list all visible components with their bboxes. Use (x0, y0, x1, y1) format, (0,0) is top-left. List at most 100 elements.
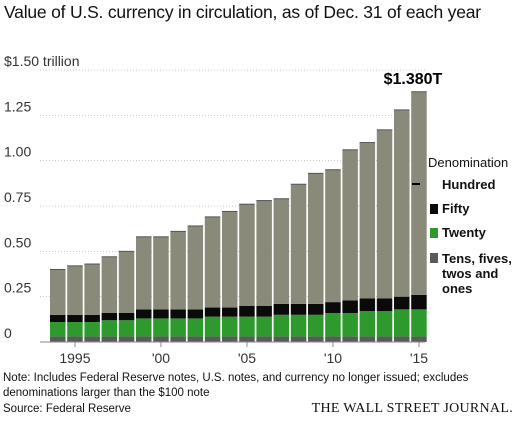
bar-segment-hundred (308, 173, 324, 304)
bar-segment-fifty (308, 303, 324, 315)
x-tick-label: 1995 (59, 350, 90, 366)
bar-segment-hundred (394, 109, 410, 297)
bar-segment-twenty (411, 309, 427, 337)
bar-segment-twenty (118, 320, 135, 337)
bar-segment-hundred (222, 211, 238, 308)
bar-segment-fifty (67, 314, 83, 323)
bar-segment-fifty (359, 298, 376, 312)
bar-segment-tens-fives-twos-and-ones (204, 336, 221, 342)
bar-segment-tens-fives-twos-and-ones (170, 336, 186, 342)
legend: Denomination Hundred Fifty Twenty Tens, five… (412, 155, 512, 296)
bar-segment-twenty (308, 314, 324, 337)
legend-label-fifty: Fifty (442, 201, 470, 216)
x-tick-label: '15 (410, 350, 428, 366)
bar-segment-twenty (101, 320, 118, 337)
bar-segment-fifty (84, 314, 100, 323)
bar-segment-twenty (342, 312, 358, 337)
legend-label-twenty: Twenty (442, 225, 487, 240)
bar-segment-fifty (325, 302, 341, 313)
bar-segment-hundred (376, 129, 393, 299)
bar-segment-tens-fives-twos-and-ones (67, 336, 83, 342)
bar-segment-twenty (136, 318, 152, 337)
bar-segment-hundred (239, 204, 255, 306)
legend-label-small-denominations: Tens, fives, twos and ones (442, 251, 512, 296)
bar-segment-fifty (239, 305, 255, 317)
bar-segment-fifty (153, 309, 169, 319)
bar-segment-hundred (290, 184, 307, 304)
bar-segment-tens-fives-twos-and-ones (222, 336, 238, 342)
bar-segment-twenty (359, 311, 376, 337)
bar-segment-hundred (67, 265, 83, 315)
bar-segment-hundred (411, 91, 427, 295)
bar-segment-hundred (325, 169, 341, 303)
bar-segment-hundred (153, 236, 169, 310)
bar-segment-tens-fives-twos-and-ones (187, 336, 204, 342)
x-tick-label: '10 (324, 350, 342, 366)
bar-segment-tens-fives-twos-and-ones (359, 336, 376, 342)
bar-segment-twenty (290, 314, 307, 337)
bar-segment-twenty (394, 309, 410, 337)
chart-title: Value of U.S. currency in circulation, a… (4, 2, 481, 22)
x-tick-label: '05 (238, 350, 256, 366)
bar-segment-fifty (118, 312, 135, 321)
bar-segment-hundred (50, 269, 66, 315)
bar-segment-tens-fives-twos-and-ones (136, 336, 152, 342)
bar-segment-hundred (273, 198, 290, 304)
bar-segment-tens-fives-twos-and-ones (153, 336, 169, 342)
bar-segment-tens-fives-twos-and-ones (308, 336, 324, 342)
bar-segment-tens-fives-twos-and-ones (273, 336, 290, 342)
bars (50, 91, 427, 342)
bar-segment-fifty (222, 307, 238, 317)
legend-swatch-twenty (430, 228, 438, 238)
bar-segment-twenty (325, 312, 341, 337)
bar-segment-twenty (222, 316, 238, 337)
bar-segment-fifty (394, 296, 410, 310)
bar-segment-fifty (256, 305, 272, 317)
y-tick-label: 1.00 (4, 144, 31, 160)
bar-segment-fifty (101, 312, 118, 321)
bar-segment-twenty (50, 322, 66, 337)
bar-segment-tens-fives-twos-and-ones (290, 336, 307, 342)
bar-segment-hundred (204, 216, 221, 308)
bar-segment-fifty (376, 298, 393, 312)
bar-segment-tens-fives-twos-and-ones (256, 336, 272, 342)
bar-segment-hundred (256, 200, 272, 306)
bar-segment-hundred (187, 225, 204, 310)
bar-segment-tens-fives-twos-and-ones (411, 336, 427, 342)
y-axis-labels: 0 0.25 0.50 0.75 1.00 1.25 $1.50 trillion (4, 53, 80, 341)
bar-segment-fifty (342, 300, 358, 313)
bar-segment-hundred (136, 236, 152, 310)
y-tick-label: 0 (4, 325, 12, 341)
bar-segment-twenty (153, 318, 169, 337)
bar-segment-tens-fives-twos-and-ones (50, 336, 66, 342)
bar-segment-tens-fives-twos-and-ones (239, 336, 255, 342)
x-axis-labels: 1995 '00 '05 '10 '15 (59, 342, 428, 366)
bar-segment-fifty (136, 309, 152, 319)
legend-label-hundred: Hundred (442, 177, 496, 192)
total-callout: $1.380T (384, 71, 443, 88)
bar-segment-twenty (170, 318, 186, 337)
bar-segment-fifty (187, 309, 204, 319)
bar-segment-fifty (273, 303, 290, 315)
bar-segment-hundred (170, 231, 186, 310)
bar-segment-tens-fives-twos-and-ones (84, 336, 100, 342)
bar-segment-twenty (84, 322, 100, 337)
y-tick-label: 1.25 (4, 98, 31, 114)
footnote: Note: Includes Federal Reserve notes, U.… (3, 372, 469, 399)
bar-segment-tens-fives-twos-and-ones (342, 336, 358, 342)
bar-segment-twenty (187, 318, 204, 337)
bar-segment-tens-fives-twos-and-ones (325, 336, 341, 342)
bar-segment-twenty (239, 316, 255, 337)
bar-segment-fifty (170, 309, 186, 319)
bar-segment-tens-fives-twos-and-ones (394, 336, 410, 342)
bar-segment-hundred (342, 149, 358, 301)
y-tick-label: $1.50 trillion (4, 53, 80, 69)
bar-segment-fifty (204, 307, 221, 317)
x-tick-label: '00 (152, 350, 170, 366)
bar-segment-hundred (359, 142, 376, 299)
legend-swatch-fifty (430, 204, 438, 214)
bar-segment-hundred (118, 251, 135, 313)
legend-title: Denomination (428, 155, 508, 170)
bar-segment-tens-fives-twos-and-ones (376, 336, 393, 342)
